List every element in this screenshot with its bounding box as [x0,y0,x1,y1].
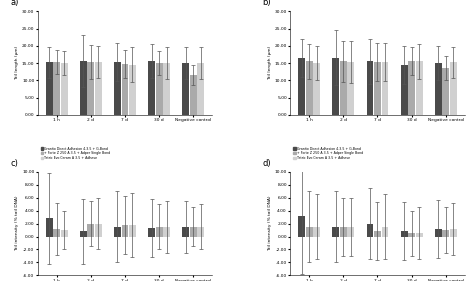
Bar [155,227,163,237]
Legend: Granito Direct Adhesion 4.3.5 + G-Bond, + Forte Z 250 A 3.5 + Adper Single Bond,: Granito Direct Adhesion 4.3.5 + G-Bond, … [39,146,112,161]
Bar [450,229,456,237]
Bar [382,62,388,115]
Bar [148,228,155,237]
Bar [190,227,197,237]
Bar [190,75,197,115]
Bar [155,63,163,115]
Bar [129,65,136,115]
Bar [442,230,449,237]
Bar [87,62,94,115]
Bar [332,58,339,115]
Bar [163,63,170,115]
Bar [61,230,68,237]
Legend: Granito Direct Adhesion 4.3.5 + G-Bond, + Forte Z 250 A 3.5 + Adper Single Bond,: Granito Direct Adhesion 4.3.5 + G-Bond, … [292,146,364,161]
Bar [54,62,60,115]
Bar [95,224,102,237]
Bar [313,63,320,115]
Bar [366,224,374,237]
Bar [340,227,347,237]
Y-axis label: Tail intensity (% tail DNA): Tail intensity (% tail DNA) [268,196,272,251]
Bar [61,63,68,115]
Bar [298,58,305,115]
Bar [435,63,442,115]
Bar [80,61,87,115]
Bar [366,61,374,115]
Bar [408,233,415,237]
Bar [46,218,53,237]
Bar [182,227,189,237]
Text: d): d) [263,159,271,168]
Bar [87,224,94,237]
Bar [114,62,121,115]
Bar [401,65,408,115]
Bar [347,227,354,237]
Bar [382,227,388,237]
Bar [450,62,456,115]
Bar [163,227,170,237]
Bar [401,231,408,237]
Bar [374,62,381,115]
Bar [46,62,53,115]
Text: c): c) [10,159,18,168]
Bar [197,227,204,237]
Bar [148,61,155,115]
Bar [313,227,320,237]
Y-axis label: Tail intensity (% tail DNA): Tail intensity (% tail DNA) [15,196,19,251]
Bar [197,63,204,115]
Bar [114,227,121,237]
Bar [408,61,415,115]
Bar [54,229,60,237]
Y-axis label: Tail length (μm): Tail length (μm) [268,46,272,80]
Bar [129,225,136,237]
Bar [95,62,102,115]
Y-axis label: Tail length (μm): Tail length (μm) [15,46,19,80]
Bar [416,61,422,115]
Bar [121,225,128,237]
Bar [298,216,305,237]
Bar [442,68,449,115]
Bar [374,231,381,237]
Bar [435,229,442,237]
Bar [306,227,313,237]
Bar [416,233,422,237]
Bar [306,61,313,115]
Bar [332,227,339,237]
Bar [80,231,87,237]
Text: b): b) [263,0,271,7]
Text: a): a) [10,0,18,7]
Bar [340,61,347,115]
Bar [121,64,128,115]
Bar [347,62,354,115]
Bar [182,63,189,115]
